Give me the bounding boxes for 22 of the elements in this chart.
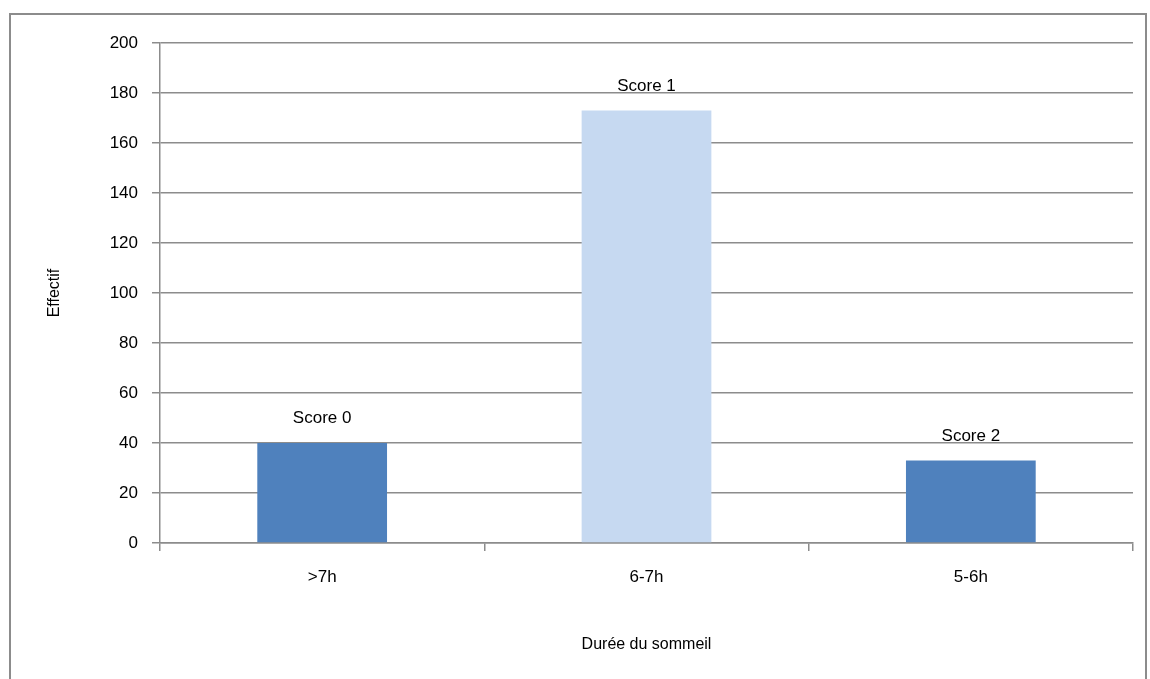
y-tick-label: 100: [109, 282, 138, 302]
annotation: Score 2: [941, 425, 1001, 445]
y-axis-title: Effectif: [45, 268, 63, 318]
y-tick-label: 0: [128, 532, 138, 552]
bar: [905, 460, 1036, 543]
y-tick-label: 200: [109, 32, 138, 52]
x-tick-label: 6-7h: [629, 566, 664, 586]
y-tick-label: 60: [119, 382, 138, 402]
x-axis-title: Durée du sommeil: [581, 634, 712, 652]
y-tick-label: 180: [109, 82, 138, 102]
y-tick-label: 120: [109, 232, 138, 252]
x-tick-label: >7h: [307, 566, 337, 586]
y-tick-label: 40: [119, 432, 138, 452]
bar: [581, 110, 712, 543]
annotation: Score 0: [292, 408, 352, 428]
annotation: Score 1: [617, 75, 676, 95]
x-tick-label: 5-6h: [953, 566, 988, 586]
y-tick-label: 80: [119, 332, 138, 352]
y-tick-label: 20: [119, 482, 138, 502]
y-tick-label: 160: [109, 132, 138, 152]
bar: [257, 443, 388, 543]
y-tick-label: 140: [109, 182, 138, 202]
